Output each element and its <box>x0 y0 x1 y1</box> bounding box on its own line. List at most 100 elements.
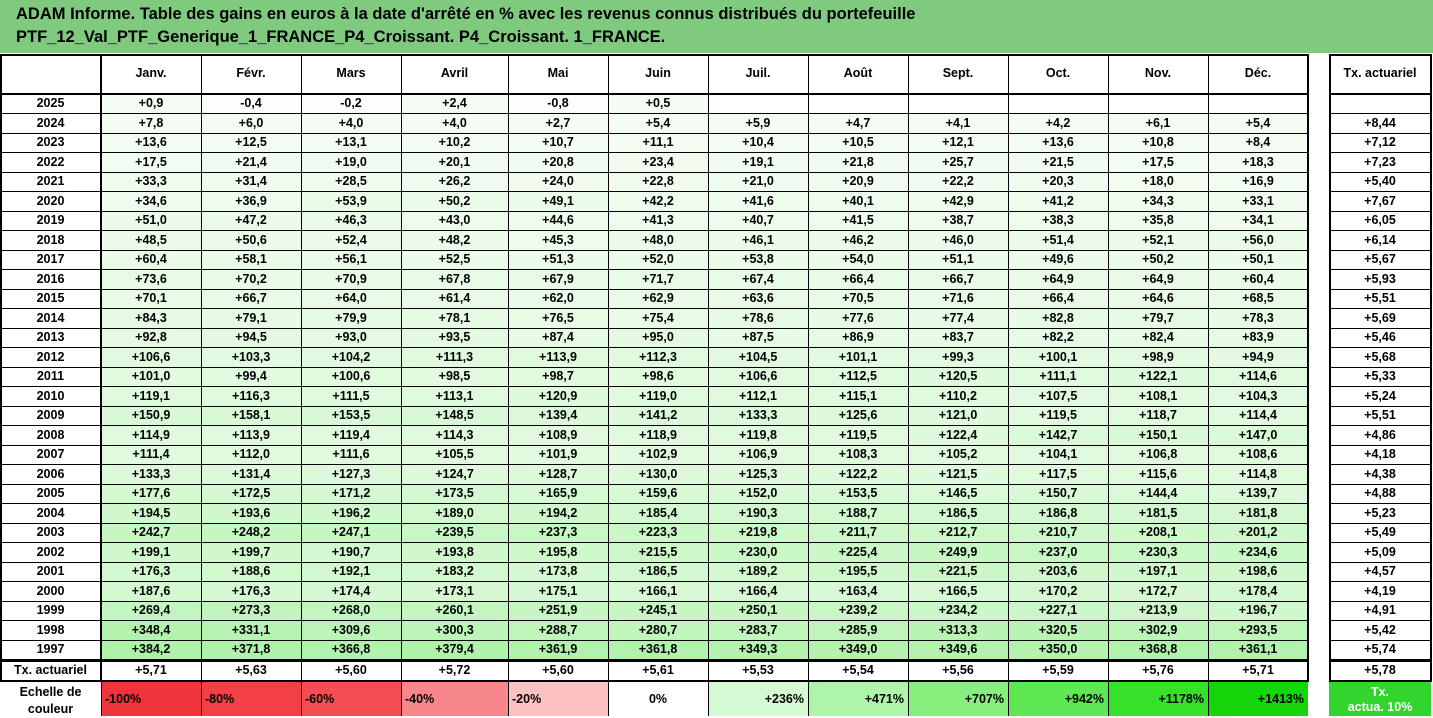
table-cell: +120,9 <box>508 386 608 406</box>
table-cell: +18,3 <box>1208 152 1308 172</box>
table-cell: +285,9 <box>808 620 908 640</box>
table-cell: +181,8 <box>1208 503 1308 523</box>
grid-line <box>0 191 1308 192</box>
table-cell: +118,7 <box>1108 406 1208 426</box>
table-cell: +21,8 <box>808 152 908 172</box>
table-cell: +245,1 <box>608 601 708 621</box>
color-scale-step: +236% <box>708 681 808 716</box>
table-cell: +114,4 <box>1208 406 1308 426</box>
color-scale-rate-label-line-1: Tx. <box>1370 684 1390 699</box>
table-cell: +102,9 <box>608 445 708 465</box>
rate-cell: +5,51 <box>1329 406 1431 426</box>
table-cell: +77,4 <box>908 308 1008 328</box>
table-cell: +159,6 <box>608 484 708 504</box>
grid-line <box>1329 113 1431 114</box>
table-cell: +64,0 <box>301 289 401 309</box>
table-cell: +249,9 <box>908 542 1008 562</box>
table-cell: +99,3 <box>908 347 1008 367</box>
table-cell: +21,4 <box>201 152 301 172</box>
table-cell: +94,9 <box>1208 347 1308 367</box>
grid-line <box>1329 562 1431 563</box>
table-cell: +199,7 <box>201 542 301 562</box>
table-cell: +22,8 <box>608 172 708 192</box>
table-cell: +28,5 <box>301 172 401 192</box>
table-cell: +38,7 <box>908 211 1008 231</box>
rate-cell: +4,91 <box>1329 601 1431 621</box>
table-cell: +221,5 <box>908 562 1008 582</box>
table-cell: +242,7 <box>101 523 201 543</box>
table-cell: +230,0 <box>708 542 808 562</box>
table-cell: +13,6 <box>101 133 201 153</box>
rate-cell: +4,19 <box>1329 581 1431 601</box>
table-cell: +87,4 <box>508 328 608 348</box>
grid-line <box>0 640 1308 641</box>
table-cell: +112,3 <box>608 347 708 367</box>
footer-rate-cell: +5,61 <box>608 659 708 681</box>
table-cell: +260,1 <box>401 601 508 621</box>
table-cell: +212,7 <box>908 523 1008 543</box>
table-cell: +53,8 <box>708 250 808 270</box>
table-cell: +150,9 <box>101 406 201 426</box>
footer-rate-cell: +5,59 <box>1008 659 1108 681</box>
table-cell: +64,6 <box>1108 289 1208 309</box>
month-header-12: Déc. <box>1208 54 1308 93</box>
table-cell: +10,8 <box>1108 133 1208 153</box>
table-cell: +106,9 <box>708 445 808 465</box>
grid-line <box>0 659 1308 660</box>
table-cell: +93,5 <box>401 328 508 348</box>
table-cell: +361,9 <box>508 640 608 660</box>
table-cell: +349,3 <box>708 640 808 660</box>
grid-line <box>508 54 509 716</box>
table-cell: +66,7 <box>908 269 1008 289</box>
table-cell: +186,8 <box>1008 503 1108 523</box>
table-cell: +201,2 <box>1208 523 1308 543</box>
table-cell: +25,7 <box>908 152 1008 172</box>
table-cell: +150,1 <box>1108 425 1208 445</box>
color-scale-step: +1178% <box>1108 681 1208 716</box>
table-cell: +219,8 <box>708 523 808 543</box>
table-cell: +174,4 <box>301 581 401 601</box>
table-cell: +105,2 <box>908 445 1008 465</box>
grid-line <box>0 581 1308 582</box>
year-label: 2022 <box>0 152 101 172</box>
color-scale-step: -60% <box>301 681 401 716</box>
table-cell: +125,6 <box>808 406 908 426</box>
table-cell: +106,8 <box>1108 445 1208 465</box>
table-cell: +111,1 <box>1008 367 1108 387</box>
table-cell: +67,8 <box>401 269 508 289</box>
color-scale-step: -40% <box>401 681 508 716</box>
table-cell: +44,6 <box>508 211 608 231</box>
year-label: 2019 <box>0 211 101 231</box>
grid-line <box>1329 386 1431 387</box>
table-cell: +51,0 <box>101 211 201 231</box>
table-cell: +83,9 <box>1208 328 1308 348</box>
table-cell: +21,0 <box>708 172 808 192</box>
table-cell: +66,4 <box>808 269 908 289</box>
table-cell: +46,3 <box>301 211 401 231</box>
table-cell: +181,5 <box>1108 503 1208 523</box>
report-title: ADAM Informe. Table des gains en euros à… <box>0 0 1433 53</box>
table-cell: +20,8 <box>508 152 608 172</box>
table-cell: +139,4 <box>508 406 608 426</box>
table-cell: +78,1 <box>401 308 508 328</box>
table-cell: +83,7 <box>908 328 1008 348</box>
table-cell: +116,3 <box>201 386 301 406</box>
footer-overall-rate: +5,78 <box>1329 659 1431 681</box>
month-header-6: Juin <box>608 54 708 93</box>
grid-line <box>0 367 1308 368</box>
grid-line <box>1329 523 1431 524</box>
year-label: 1997 <box>0 640 101 660</box>
table-cell: +203,6 <box>1008 562 1108 582</box>
rate-cell: +4,57 <box>1329 562 1431 582</box>
year-label: 1998 <box>0 620 101 640</box>
table-cell: +188,6 <box>201 562 301 582</box>
table-cell: +313,3 <box>908 620 1008 640</box>
table-cell: +133,3 <box>708 406 808 426</box>
table-cell: +112,0 <box>201 445 301 465</box>
table-cell: +8,4 <box>1208 133 1308 153</box>
table-cell: +66,7 <box>201 289 301 309</box>
table-cell: +293,5 <box>1208 620 1308 640</box>
month-header-1: Janv. <box>101 54 201 93</box>
table-cell: +42,9 <box>908 191 1008 211</box>
table-cell: +79,1 <box>201 308 301 328</box>
